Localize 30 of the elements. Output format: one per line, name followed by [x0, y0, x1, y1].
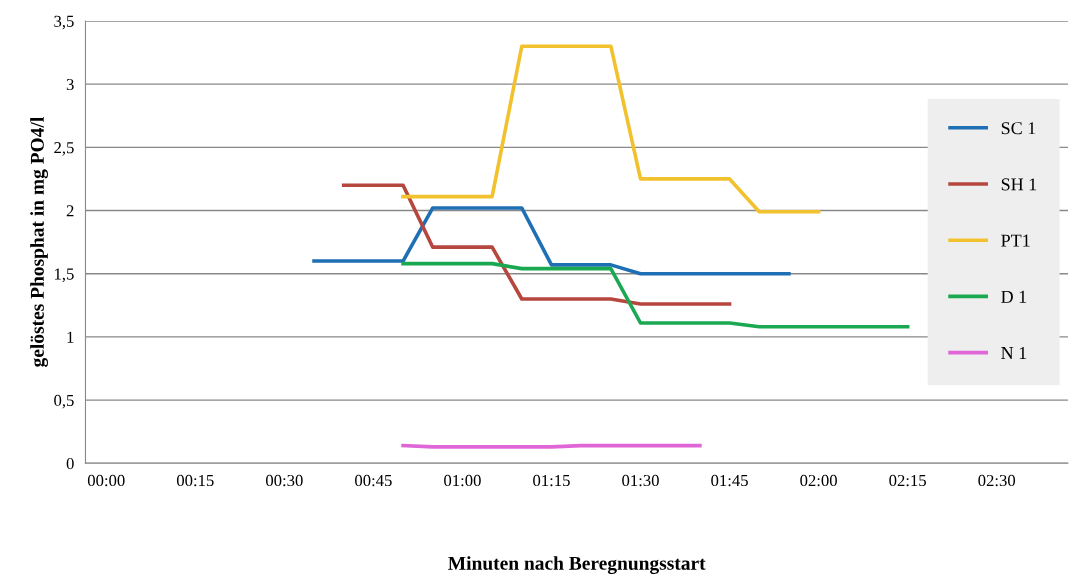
y-tick-label: 3	[66, 78, 74, 91]
line-series	[401, 261, 910, 329]
x-tick-label: 01:30	[622, 474, 659, 487]
legend-label: PT1	[1001, 234, 1030, 247]
y-axis-title: gelöstes Phosphat in mg PO4/l	[30, 117, 48, 367]
x-tick-label: 02:15	[889, 474, 926, 487]
y-tick-label: 2	[66, 205, 74, 217]
line-series	[312, 206, 791, 276]
legend-label: N 1	[1001, 347, 1027, 359]
y-tick-label: 3,5	[54, 15, 74, 30]
x-tick-label: 02:30	[978, 474, 1016, 487]
y-tick-label: 0	[66, 457, 74, 470]
x-tick-label: 02:00	[800, 474, 837, 487]
x-tick-label: 00:45	[355, 474, 392, 487]
legend-label: SH 1	[1001, 178, 1037, 191]
legend-label: SC 1	[1001, 122, 1036, 135]
legend-label: D 1	[1001, 290, 1027, 303]
x-tick-label: 00:30	[266, 474, 303, 487]
y-tick-label: 0,5	[54, 394, 74, 409]
x-tick-label: 01:00	[444, 474, 481, 487]
x-tick-label: 01:45	[711, 474, 748, 487]
x-axis-title: Minuten nach Beregnungsstart	[448, 556, 706, 574]
x-tick-label: 01:15	[533, 474, 570, 487]
y-tick-label: 2,5	[54, 142, 74, 156]
line-series	[341, 183, 732, 306]
x-tick-label: 00:15	[176, 474, 214, 487]
line-series	[401, 44, 821, 214]
y-tick-label: 1	[67, 331, 74, 343]
x-tick-label: 00:00	[87, 474, 125, 487]
y-tick-label: 1,5	[55, 268, 74, 283]
